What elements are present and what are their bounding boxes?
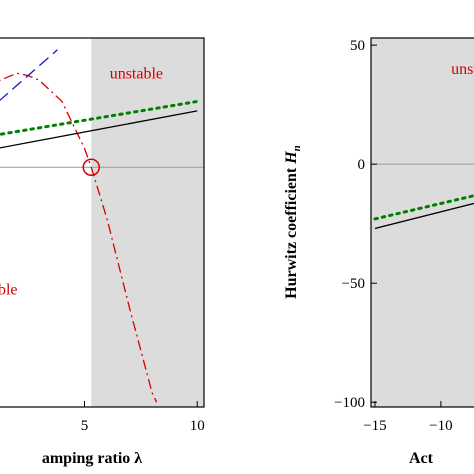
y-tick-label: 50 xyxy=(350,38,365,54)
series-dotted-line xyxy=(0,99,199,136)
unstable-region-shading xyxy=(371,38,474,407)
series-solid-line xyxy=(374,202,474,230)
x-tick-label: −15 xyxy=(363,418,386,434)
unstable-region-label: unstable xyxy=(451,61,474,78)
series-dashed-line xyxy=(0,49,58,102)
right-panel: −15 −10 50 0 −50 −100 unstable Act Hurwitz c… xyxy=(283,37,474,467)
y-axis-label: Hurwitz coefficient Hn xyxy=(283,145,303,299)
series-dashdot-line xyxy=(0,72,158,403)
y-tick-label: 0 xyxy=(358,157,366,173)
series-solid-line xyxy=(0,110,198,149)
x-axis-label: amping ratio λ xyxy=(42,450,142,467)
x-axis-ticks: 0510 xyxy=(81,401,205,434)
series-lines xyxy=(0,49,199,403)
right-plot-frame xyxy=(370,37,474,408)
left-panel: 0510 unstable stable amping ratio λ xyxy=(0,37,205,467)
series-lines xyxy=(373,194,474,230)
unstable-region-shading xyxy=(91,38,204,407)
x-tick-label: −10 xyxy=(429,418,452,434)
y-tick-label: −100 xyxy=(334,395,365,411)
left-plot-frame xyxy=(0,37,205,408)
y-tick-label: −50 xyxy=(342,276,365,292)
y-axis-label-text: Hurwitz coefficient xyxy=(283,164,300,299)
x-tick-label: 5 xyxy=(81,418,89,434)
stability-boundary-marker xyxy=(82,158,101,177)
y-axis-label-subscript: n xyxy=(291,145,303,151)
unstable-region-label: unstable xyxy=(110,65,163,82)
x-tick-label: 10 xyxy=(190,418,205,434)
x-axis-label: Act xyxy=(409,450,434,467)
y-axis-ticks: 50 0 −50 −100 xyxy=(334,38,377,411)
x-axis-ticks: −15 −10 xyxy=(363,401,453,434)
stable-region-label: stable xyxy=(0,281,18,298)
y-axis-label-symbol: H xyxy=(283,151,300,165)
series-dotted-line xyxy=(373,194,474,221)
